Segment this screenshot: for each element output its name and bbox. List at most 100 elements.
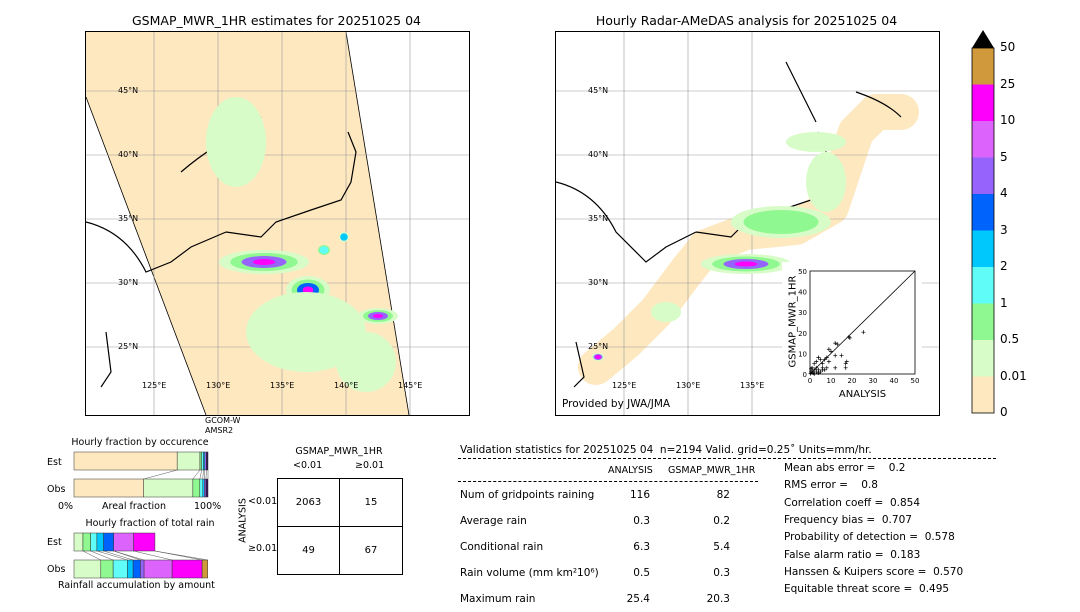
left-map: 45°N 40°N 35°N 30°N 25°N 125°E 130°E 135°E 140°E…: [85, 31, 470, 416]
lon-label: 130°E: [676, 381, 701, 390]
scatter-xlabel: ANALYSIS: [838, 389, 887, 400]
coastline: [556, 61, 902, 388]
colorbar-segment: [972, 267, 994, 304]
stat-analysis-value: 6.3: [633, 541, 650, 553]
satellite-label: GCOM-W: [205, 416, 241, 425]
est-bar-segment: [96, 532, 104, 552]
right-map-canvas: [556, 32, 939, 415]
lon-label: 135°E: [270, 381, 295, 390]
colorbar-segment: [972, 340, 994, 377]
stat-label: Num of gridpoints raining: [460, 489, 595, 501]
left-map-title: GSMAP_MWR_1HR estimates for 20251025 04: [132, 13, 421, 28]
est-bar-segment: [103, 532, 114, 552]
lat-label: 45°N: [588, 86, 609, 95]
scatter-point: [829, 349, 833, 354]
col-header-gsmap: GSMAP_MWR_1HR: [668, 465, 756, 476]
scatter-point: [844, 359, 849, 364]
obs-bar-segment: [132, 559, 141, 579]
sensor-label: AMSR2: [205, 426, 234, 435]
colorbar: [971, 30, 995, 414]
contingency-table: 2063 15 49 67: [277, 478, 403, 575]
scatter-point: [833, 353, 838, 358]
y-tick-label: 0: [803, 371, 807, 379]
lon-label: 125°E: [612, 381, 637, 390]
scatter-point: [822, 357, 827, 362]
x-tick-label: 40: [890, 377, 899, 385]
est-bar-segment: [82, 532, 91, 552]
scatter-point: [824, 365, 829, 370]
score-line: Mean abs error = 0.2: [784, 462, 906, 474]
colorbar-segment: [972, 303, 994, 340]
obs-bar-segment: [100, 559, 114, 579]
obs-bar-segment: [205, 478, 209, 498]
x-tick-label: 0: [808, 377, 812, 385]
scatter-point: [814, 369, 819, 374]
y-tick-label: 20: [798, 330, 807, 338]
connector-line: [103, 550, 134, 561]
cell: 49: [278, 526, 340, 574]
stat-label: Conditional rain: [460, 541, 544, 553]
obs-bar-segment: [140, 559, 145, 579]
scatter-point: [818, 369, 823, 374]
lon-label: 140°E: [334, 381, 359, 390]
obs-bar-segment: [201, 559, 208, 579]
connector-line: [202, 469, 204, 480]
cell: 67: [364, 544, 378, 556]
scatter-point: [835, 342, 840, 347]
one-to-one-line: [809, 270, 916, 375]
rain-area: [595, 355, 601, 359]
right-map-title: Hourly Radar-AMeDAS analysis for 2025102…: [595, 13, 898, 28]
score-line: Probability of detection = 0.578: [784, 531, 955, 544]
colorbar-segment: [972, 376, 994, 413]
scatter-point: [839, 353, 844, 358]
stat-gsmap-value: 82: [716, 489, 730, 501]
lat-label: 35°N: [118, 214, 139, 223]
connector-line: [113, 550, 145, 561]
lon-label: 135°E: [740, 381, 765, 390]
rain-area: [651, 302, 681, 322]
scatter-point: [814, 365, 819, 370]
cell: 2063: [278, 479, 340, 527]
score-line: Frequency bias = 0.707: [784, 513, 912, 526]
connector-line: [143, 469, 178, 480]
occurrence-title: Hourly fraction by occurence: [71, 437, 209, 448]
colorbar-label: 1: [1000, 295, 1008, 310]
total-rain-bars: [73, 532, 208, 579]
scatter-point: [816, 370, 821, 375]
x-tick-label: 10: [827, 377, 836, 385]
colorbar-label: 25: [1000, 76, 1016, 91]
est-bar-segment: [73, 451, 178, 471]
swath-edge: [86, 96, 207, 415]
scatter-point: [843, 365, 848, 370]
total-rain-xlabel: Rainfall accumulation by amount: [58, 580, 215, 591]
colorbar-segment: [972, 84, 994, 121]
lat-label: 40°N: [118, 150, 139, 159]
stat-label: Average rain: [460, 515, 527, 527]
colorbar-label: 10: [1000, 113, 1016, 127]
stat-gsmap-value: 0.2: [713, 515, 730, 527]
lon-label: 145°E: [398, 381, 423, 390]
rain-area: [806, 152, 846, 212]
est-bar-segment: [133, 532, 156, 552]
x-tick-label: 20: [848, 377, 857, 385]
scatter-point: [826, 359, 831, 364]
est-bar-segment: [113, 532, 134, 552]
scatter-point: [820, 361, 825, 366]
obs-bar-segment: [143, 478, 194, 498]
scatter-point: [812, 372, 817, 376]
row-label: <0.01: [248, 496, 278, 507]
divider: [458, 481, 758, 482]
obs-bar-segment: [127, 559, 134, 579]
stat-label: Rain volume (mm km²10⁶): [460, 567, 599, 579]
lat-label: 30°N: [588, 278, 609, 287]
scatter-point: [843, 361, 848, 366]
scatter-point: [833, 365, 838, 370]
rain-area: [252, 259, 276, 265]
connector-line: [96, 550, 128, 561]
score-line: Correlation coeff = 0.854: [784, 496, 920, 509]
est-bar-segment: [90, 532, 98, 552]
score-line: Equitable threat score = 0.495: [784, 583, 950, 596]
row-axis-label: ANALYSIS: [237, 498, 249, 543]
score-line: RMS error = 0.8: [784, 479, 878, 492]
lon-label: 125°E: [142, 381, 167, 390]
